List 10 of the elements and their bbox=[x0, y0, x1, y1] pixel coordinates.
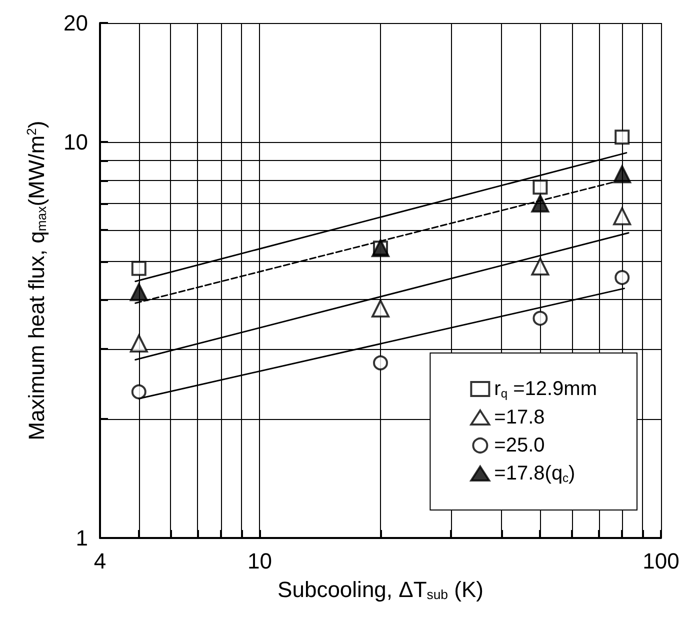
y-tick-label: 20 bbox=[64, 10, 88, 36]
x-axis-title: Subcooling, ΔTsub (K) bbox=[278, 576, 484, 602]
legend-label: =17.8 bbox=[494, 406, 545, 428]
x-tick-label: 10 bbox=[247, 548, 272, 574]
y-axis-title: Maximum heat flux, qmax(MW/m2) bbox=[24, 120, 50, 440]
legend-label: =25.0 bbox=[494, 434, 545, 456]
x-tick-label: 4 bbox=[94, 548, 106, 574]
x-tick-label: 100 bbox=[642, 548, 680, 574]
y-tick-label: 10 bbox=[64, 130, 88, 155]
y-tick-label: 1 bbox=[76, 526, 88, 550]
